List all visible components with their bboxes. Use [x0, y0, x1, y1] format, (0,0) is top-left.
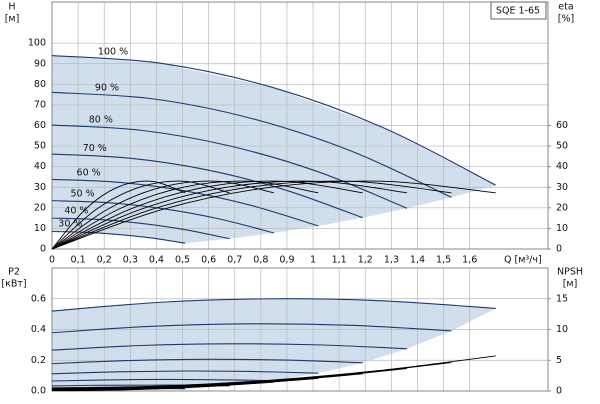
y2-tick-label: 5	[556, 355, 562, 366]
curve-label: 70 %	[83, 143, 107, 154]
x-tick-label: 0,3	[123, 255, 138, 266]
y2-tick-label: 15	[556, 293, 568, 304]
y2-axis-unit: [%]	[558, 14, 574, 25]
y-tick-label: 30	[34, 182, 46, 193]
y2-tick-label: 50	[556, 141, 568, 152]
x-tick-label: 1,6	[462, 255, 477, 266]
y-tick-label: 60	[34, 120, 46, 131]
y2-tick-label: 0	[556, 386, 562, 397]
y2-tick-label: 10	[556, 223, 568, 234]
x-tick-label: 0,2	[97, 255, 112, 266]
x-tick-label: 0,5	[175, 255, 190, 266]
x-tick-label: 0,4	[149, 255, 164, 266]
y-tick-label: 0	[40, 244, 46, 255]
y-axis-unit: [кВт]	[1, 279, 26, 290]
curve-label: 40 %	[64, 205, 88, 216]
x-tick-label: 0	[49, 255, 55, 266]
y-tick-label: 40	[34, 161, 46, 172]
x-tick-label: 0,8	[253, 255, 268, 266]
y-tick-label: 100	[28, 38, 46, 49]
x-tick-label: 0,7	[227, 255, 242, 266]
curve-label: 50 %	[71, 188, 95, 199]
y-tick-label: 50	[34, 141, 46, 152]
y-tick-label: 0.2	[31, 355, 46, 366]
x-tick-label: 0,1	[71, 255, 86, 266]
x-tick-label: 1,1	[332, 255, 347, 266]
y2-tick-label: 0	[556, 244, 562, 255]
y-axis-unit: [м]	[5, 14, 20, 25]
y2-axis-label: eta	[558, 2, 573, 13]
y2-tick-label: 30	[556, 182, 568, 193]
y-tick-label: 0.6	[31, 293, 46, 304]
x-tick-label: 1,2	[358, 255, 373, 266]
y2-tick-label: 40	[556, 161, 568, 172]
x-tick-label: 1,5	[436, 255, 451, 266]
y-tick-label: 80	[34, 79, 46, 90]
y-axis-label: P2	[8, 267, 20, 278]
x-tick-label: 0,9	[279, 255, 294, 266]
y2-axis-label: NPSH	[557, 267, 583, 278]
x-tick-label: 0,6	[201, 255, 216, 266]
y-tick-label: 20	[34, 202, 46, 213]
x-tick-label: 1	[310, 255, 316, 266]
curve-label: 80 %	[89, 114, 113, 125]
y2-tick-label: 10	[556, 324, 568, 335]
x-axis-label: Q [м³/ч]	[504, 255, 542, 266]
x-tick-label: 1,3	[384, 255, 399, 266]
y2-tick-label: 60	[556, 120, 568, 131]
y2-tick-label: 20	[556, 202, 568, 213]
y-tick-label: 10	[34, 223, 46, 234]
y-tick-label: 90	[34, 58, 46, 69]
x-tick-label: 1,4	[410, 255, 425, 266]
curve-label: 100 %	[98, 46, 128, 57]
y-tick-label: 70	[34, 99, 46, 110]
chart-title: SQE 1-65	[496, 6, 540, 17]
y-tick-label: 0.4	[31, 324, 46, 335]
y-tick-label: 0.0	[31, 386, 46, 397]
curve-label: 60 %	[77, 168, 101, 179]
y-axis-label: H	[8, 2, 15, 13]
curve-label: 90 %	[95, 82, 119, 93]
y2-axis-unit: [м]	[563, 279, 578, 290]
